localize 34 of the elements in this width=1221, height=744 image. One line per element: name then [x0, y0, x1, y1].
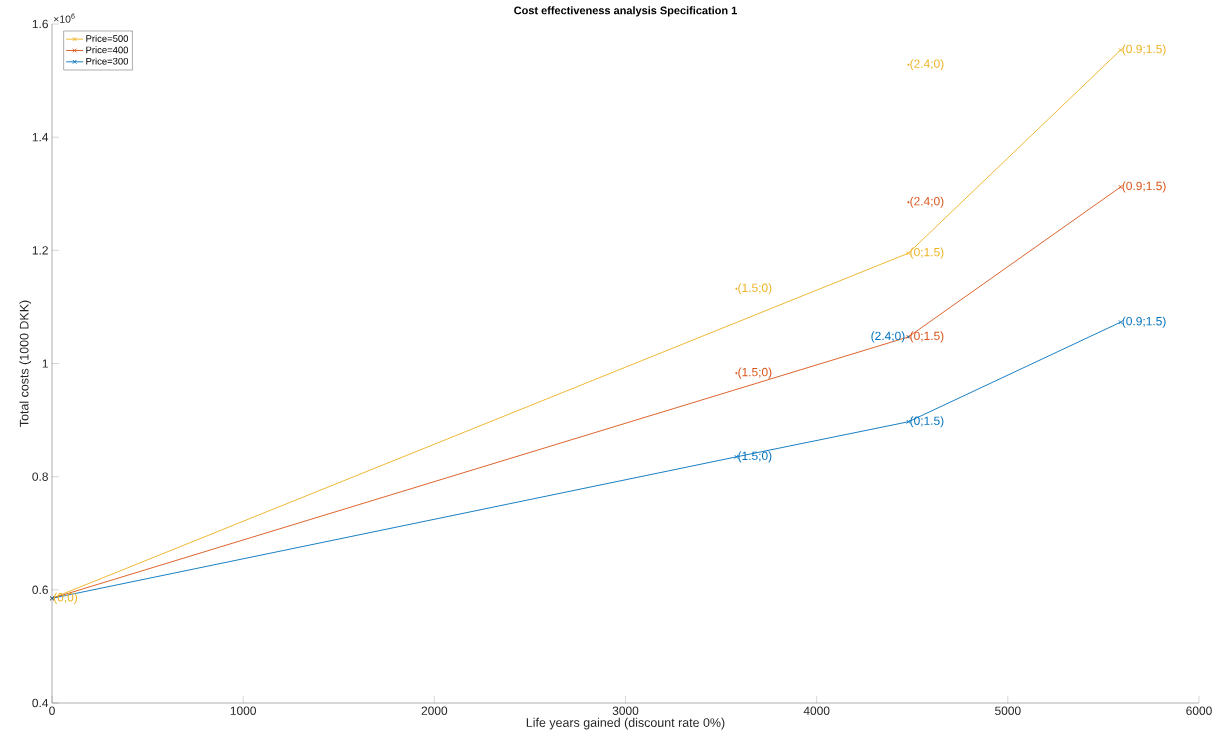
x-tick-label: 0 — [49, 706, 55, 715]
data-label: (0;1.5) — [910, 416, 944, 428]
x-tick-label: 5000 — [995, 706, 1021, 715]
data-label: (0.9;1.5) — [1122, 44, 1166, 56]
legend-label: Price=300 — [86, 57, 129, 65]
text: ×10$^{6}$ — [53, 13, 75, 23]
legend-label: Price=400 — [86, 46, 129, 54]
data-label: (2.4;0) — [910, 59, 944, 71]
x-tick-label: 4000 — [803, 706, 830, 715]
y-tick-label: 0.8 — [32, 472, 48, 481]
data-label: (2.4;0) — [871, 331, 905, 343]
y-tick-label: 0.4 — [32, 698, 49, 708]
y-tick-label: 1.6 — [32, 19, 48, 29]
data-label: (2.4;0) — [910, 196, 944, 208]
data-label: (1.5;0) — [738, 283, 772, 295]
data-label: (0;1.5) — [910, 331, 944, 343]
legend-label: Price=500 — [86, 34, 129, 42]
data-label: (1.5;0) — [738, 367, 772, 379]
y-tick-label: 1.2 — [32, 246, 48, 255]
y-tick-label: 1.4 — [32, 133, 49, 142]
x-axis-title: Life years gained (discount rate 0%) — [526, 717, 725, 730]
data-label: (0;0) — [53, 592, 78, 604]
data-label: (0.9;1.5) — [1122, 316, 1166, 328]
data-label: (1.5;0) — [738, 451, 772, 463]
y-tick-label: 0.6 — [32, 585, 48, 595]
y-axis-title: Total costs (1000 DKK) — [19, 300, 32, 427]
x-tick-label: 6000 — [1186, 706, 1212, 715]
y-tick-label: 1 — [42, 359, 48, 368]
x-tick-label: 3000 — [612, 706, 639, 715]
chart-title: Cost effectiveness analysis Specification 1 — [514, 6, 737, 17]
x-tick-label: 2000 — [421, 706, 448, 715]
x-tick-label: 1000 — [230, 706, 256, 715]
data-label: (0;1.5) — [910, 247, 944, 259]
data-label: (0.9;1.5) — [1122, 181, 1166, 193]
